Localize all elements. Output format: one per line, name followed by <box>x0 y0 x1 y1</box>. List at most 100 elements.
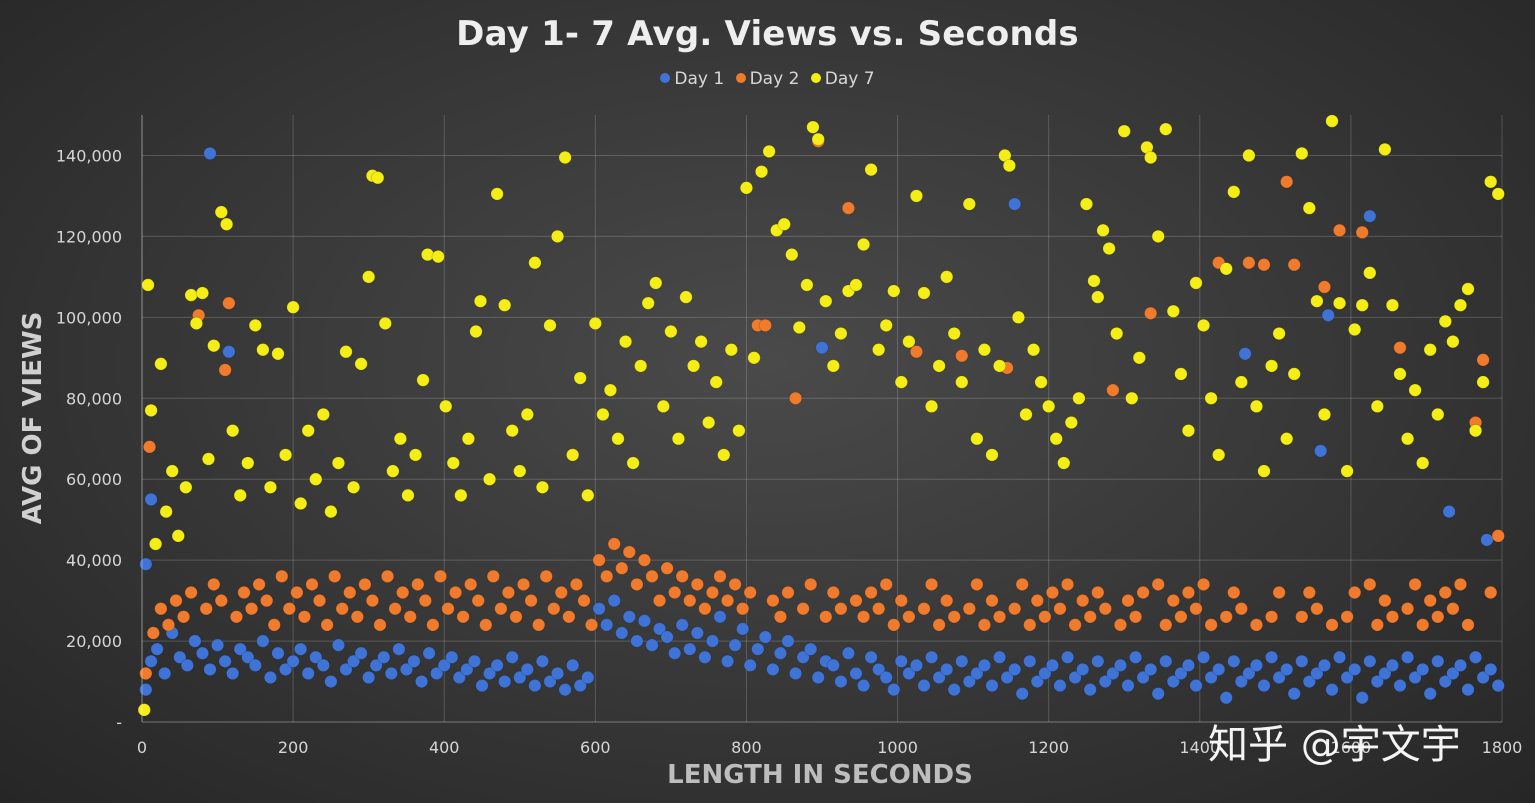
data-point-series-0 <box>573 678 587 693</box>
data-point-series-2 <box>879 318 893 333</box>
data-point-series-2 <box>694 335 708 349</box>
data-point-series-1 <box>788 391 803 405</box>
data-point-series-0 <box>1408 670 1422 685</box>
data-point-series-1 <box>985 593 999 608</box>
data-point-series-1 <box>1189 602 1203 616</box>
data-point-series-0 <box>615 626 629 640</box>
data-point-series-2 <box>671 432 686 446</box>
data-point-series-0 <box>1238 347 1252 361</box>
data-point-series-0 <box>773 646 788 660</box>
data-point-series-0 <box>271 646 285 660</box>
data-point-series-1 <box>600 569 614 583</box>
legend-swatch-day-7 <box>810 73 821 83</box>
data-point-series-2 <box>378 316 392 331</box>
data-point-series-1 <box>335 602 349 616</box>
data-point-series-2 <box>401 488 415 502</box>
data-point-series-0 <box>1416 662 1430 676</box>
data-point-series-2 <box>1257 464 1271 478</box>
data-point-series-2 <box>849 278 863 292</box>
data-point-series-1 <box>139 666 153 681</box>
data-point-series-2 <box>144 403 158 418</box>
data-point-series-2 <box>1087 274 1101 288</box>
data-point-series-2 <box>1227 185 1241 199</box>
watermark: 知乎 @宇文宇 <box>1208 722 1461 768</box>
data-point-series-1 <box>297 610 312 624</box>
data-point-series-0 <box>392 642 406 656</box>
data-point-series-0 <box>475 678 489 693</box>
data-point-series-0 <box>698 650 712 664</box>
data-point-series-0 <box>751 642 765 656</box>
data-point-series-1 <box>396 585 410 600</box>
data-point-series-2 <box>226 424 240 438</box>
data-point-series-1 <box>841 201 856 215</box>
data-point-series-0 <box>1280 662 1294 676</box>
data-point-series-1 <box>218 363 232 377</box>
y-tick-label: 80,000 <box>66 389 122 408</box>
data-point-series-2 <box>331 456 346 470</box>
data-point-series-2 <box>1393 367 1407 381</box>
data-point-series-1 <box>1423 593 1437 608</box>
data-point-series-0 <box>592 602 606 616</box>
data-point-series-1 <box>909 345 924 359</box>
y-tick-label: 140,000 <box>56 146 122 165</box>
data-point-series-2 <box>1034 375 1048 389</box>
data-point-series-2 <box>618 335 633 349</box>
data-point-series-1 <box>1408 577 1422 592</box>
data-point-series-2 <box>1272 326 1286 341</box>
data-point-series-1 <box>955 349 969 363</box>
data-point-series-2 <box>1189 276 1203 290</box>
data-point-series-1 <box>675 569 689 583</box>
data-point-series-0 <box>1196 650 1211 664</box>
data-point-series-2 <box>498 298 512 312</box>
data-point-series-2 <box>386 464 400 478</box>
data-point-series-0 <box>1480 533 1494 547</box>
data-point-series-1 <box>1431 610 1445 624</box>
data-point-series-0 <box>1378 666 1392 681</box>
data-point-series-1 <box>1484 585 1498 600</box>
data-point-series-1 <box>305 577 319 592</box>
data-point-series-0 <box>1476 670 1490 685</box>
data-point-series-2 <box>1484 175 1498 189</box>
data-point-series-2 <box>1385 298 1400 312</box>
data-point-series-1 <box>652 593 667 608</box>
data-point-series-1 <box>720 593 735 608</box>
data-point-series-2 <box>482 472 497 486</box>
data-point-series-0 <box>354 646 368 660</box>
data-point-series-1 <box>932 618 946 632</box>
legend-label-day-1: Day 1 <box>674 69 725 89</box>
data-point-series-0 <box>758 630 772 644</box>
data-point-series-1 <box>1302 585 1316 600</box>
data-point-series-2 <box>864 163 878 177</box>
data-point-series-2 <box>1302 201 1316 215</box>
x-axis-label: LENGTH IN SECONDS <box>667 760 973 790</box>
legend-label-day-2: Day 2 <box>749 69 800 89</box>
data-point-series-1 <box>1053 602 1067 616</box>
data-point-series-0 <box>804 642 818 656</box>
data-point-series-1 <box>169 593 183 608</box>
data-point-series-1 <box>970 577 984 592</box>
data-point-series-2 <box>286 300 300 314</box>
data-point-series-2 <box>1423 343 1437 357</box>
data-point-series-0 <box>150 642 164 656</box>
data-point-series-0 <box>977 658 992 672</box>
data-point-series-2 <box>1125 391 1139 405</box>
data-point-series-0 <box>1249 658 1264 672</box>
data-point-series-0 <box>924 650 939 664</box>
data-point-series-0 <box>1053 678 1067 693</box>
data-point-series-0 <box>1151 687 1165 701</box>
data-point-series-1 <box>1249 618 1264 632</box>
data-point-series-1 <box>380 569 395 583</box>
data-point-series-0 <box>139 683 153 697</box>
data-point-series-2 <box>431 250 445 264</box>
data-point-series-0 <box>856 678 871 693</box>
data-point-series-2 <box>641 296 655 310</box>
data-point-series-0 <box>766 662 780 676</box>
data-point-series-0 <box>581 670 595 685</box>
data-point-series-0 <box>1332 650 1347 664</box>
data-point-series-1 <box>275 569 289 583</box>
data-point-series-2 <box>932 359 946 373</box>
data-point-series-2 <box>1378 142 1392 156</box>
data-point-series-0 <box>144 492 158 507</box>
data-point-series-0 <box>195 646 210 660</box>
